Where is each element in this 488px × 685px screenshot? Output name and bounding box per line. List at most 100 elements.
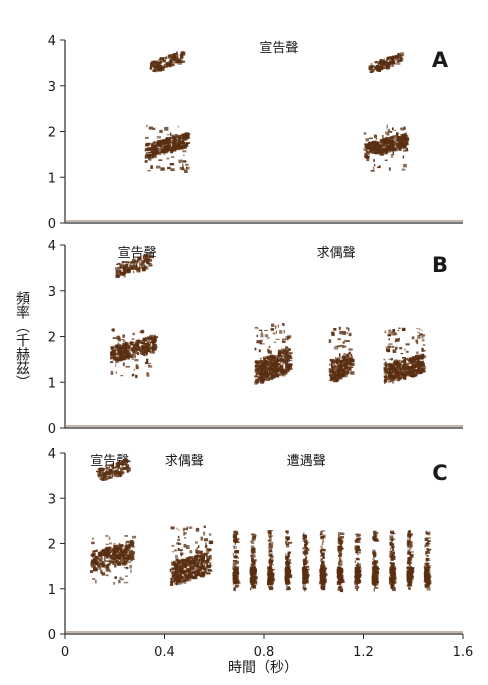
spectral-mark	[145, 256, 149, 260]
spectral-mark	[341, 368, 346, 373]
spectral-mark	[179, 146, 182, 150]
spectral-mark	[170, 144, 172, 146]
spectral-mark	[112, 337, 117, 339]
spectral-mark	[303, 588, 306, 590]
spectral-mark	[205, 553, 208, 557]
spectral-mark	[391, 364, 395, 366]
spectral-mark	[173, 54, 175, 56]
spectral-mark	[95, 550, 97, 551]
spectral-mark	[338, 360, 341, 363]
spectral-mark	[287, 576, 291, 578]
spectral-mark	[135, 340, 140, 344]
spectral-mark	[386, 140, 390, 145]
baseline-noise	[66, 220, 463, 222]
spectral-mark	[176, 147, 179, 150]
spectral-mark	[171, 574, 176, 578]
spectral-mark	[260, 357, 262, 360]
spectral-mark	[174, 578, 178, 582]
spectral-mark	[105, 566, 108, 569]
spectral-mark	[303, 532, 305, 537]
spectral-mark	[416, 371, 420, 375]
spectral-mark	[339, 359, 343, 364]
spectral-mark	[203, 562, 209, 565]
spectral-mark	[200, 558, 202, 561]
spectral-mark	[305, 565, 310, 568]
spectral-mark	[400, 361, 404, 363]
spectral-mark	[169, 141, 172, 143]
spectral-mark	[287, 366, 290, 369]
spectral-mark	[356, 548, 359, 552]
spectral-mark	[94, 556, 97, 559]
panel-letter: B	[432, 253, 448, 277]
spectral-mark	[112, 556, 116, 559]
spectral-mark	[180, 570, 184, 572]
spectral-mark	[235, 560, 239, 564]
spectral-mark	[204, 571, 206, 575]
spectral-mark	[304, 563, 307, 565]
spectral-mark	[356, 558, 360, 561]
spectral-mark	[183, 532, 185, 536]
spectral-mark	[208, 533, 212, 536]
spectral-mark	[333, 328, 337, 331]
spectral-mark	[287, 530, 289, 535]
spectral-mark	[174, 570, 177, 572]
spectral-mark	[192, 561, 194, 564]
spectral-mark	[106, 574, 109, 577]
spectral-mark	[252, 571, 257, 574]
spectral-mark	[407, 571, 412, 576]
spectral-mark	[192, 571, 195, 574]
spectral-mark	[322, 567, 327, 570]
spectral-mark	[153, 67, 157, 69]
spectral-mark	[274, 366, 278, 369]
spectral-mark	[105, 465, 107, 467]
spectral-mark	[339, 535, 344, 539]
spectral-mark	[186, 166, 190, 170]
spectral-mark	[205, 552, 208, 556]
spectral-mark	[188, 574, 190, 577]
spectral-mark	[394, 332, 398, 336]
spectral-mark	[273, 374, 276, 379]
spectral-mark	[400, 140, 402, 143]
spectral-mark	[169, 142, 173, 144]
spectral-mark	[336, 345, 342, 348]
spectral-mark	[177, 570, 181, 573]
spectral-mark	[391, 537, 394, 540]
spectral-mark	[270, 555, 274, 559]
spectral-mark	[255, 361, 260, 364]
spectral-mark	[394, 340, 396, 343]
spectral-mark	[183, 573, 188, 576]
spectral-mark	[399, 55, 402, 59]
spectral-mark	[144, 136, 149, 139]
spectral-mark	[420, 358, 424, 360]
spectral-mark	[356, 549, 361, 552]
spectral-mark	[408, 560, 412, 562]
spectral-mark	[121, 339, 125, 341]
spectral-mark	[144, 348, 147, 350]
spectral-mark	[277, 352, 282, 357]
spectral-mark	[160, 146, 164, 148]
spectral-mark	[406, 363, 409, 366]
spectral-mark	[93, 553, 96, 556]
spectral-mark	[389, 131, 393, 133]
spectral-mark	[391, 142, 393, 145]
spectral-mark	[303, 564, 305, 569]
spectral-mark	[134, 266, 137, 269]
spectral-mark	[393, 373, 396, 377]
spectral-mark	[204, 570, 208, 573]
spectral-mark	[303, 558, 308, 560]
spectral-mark	[320, 545, 323, 548]
spectral-mark	[103, 475, 106, 478]
spectral-mark	[284, 572, 288, 575]
spectral-mark	[125, 553, 128, 556]
spectral-mark	[197, 566, 201, 568]
spectral-mark	[177, 538, 181, 541]
spectral-mark	[340, 574, 344, 579]
spectral-mark	[268, 375, 270, 379]
spectral-mark	[337, 569, 340, 572]
spectral-mark	[146, 260, 150, 265]
spectral-mark	[356, 578, 360, 581]
spectral-mark	[343, 353, 346, 356]
spectral-mark	[144, 149, 146, 152]
spectral-mark	[131, 260, 135, 264]
